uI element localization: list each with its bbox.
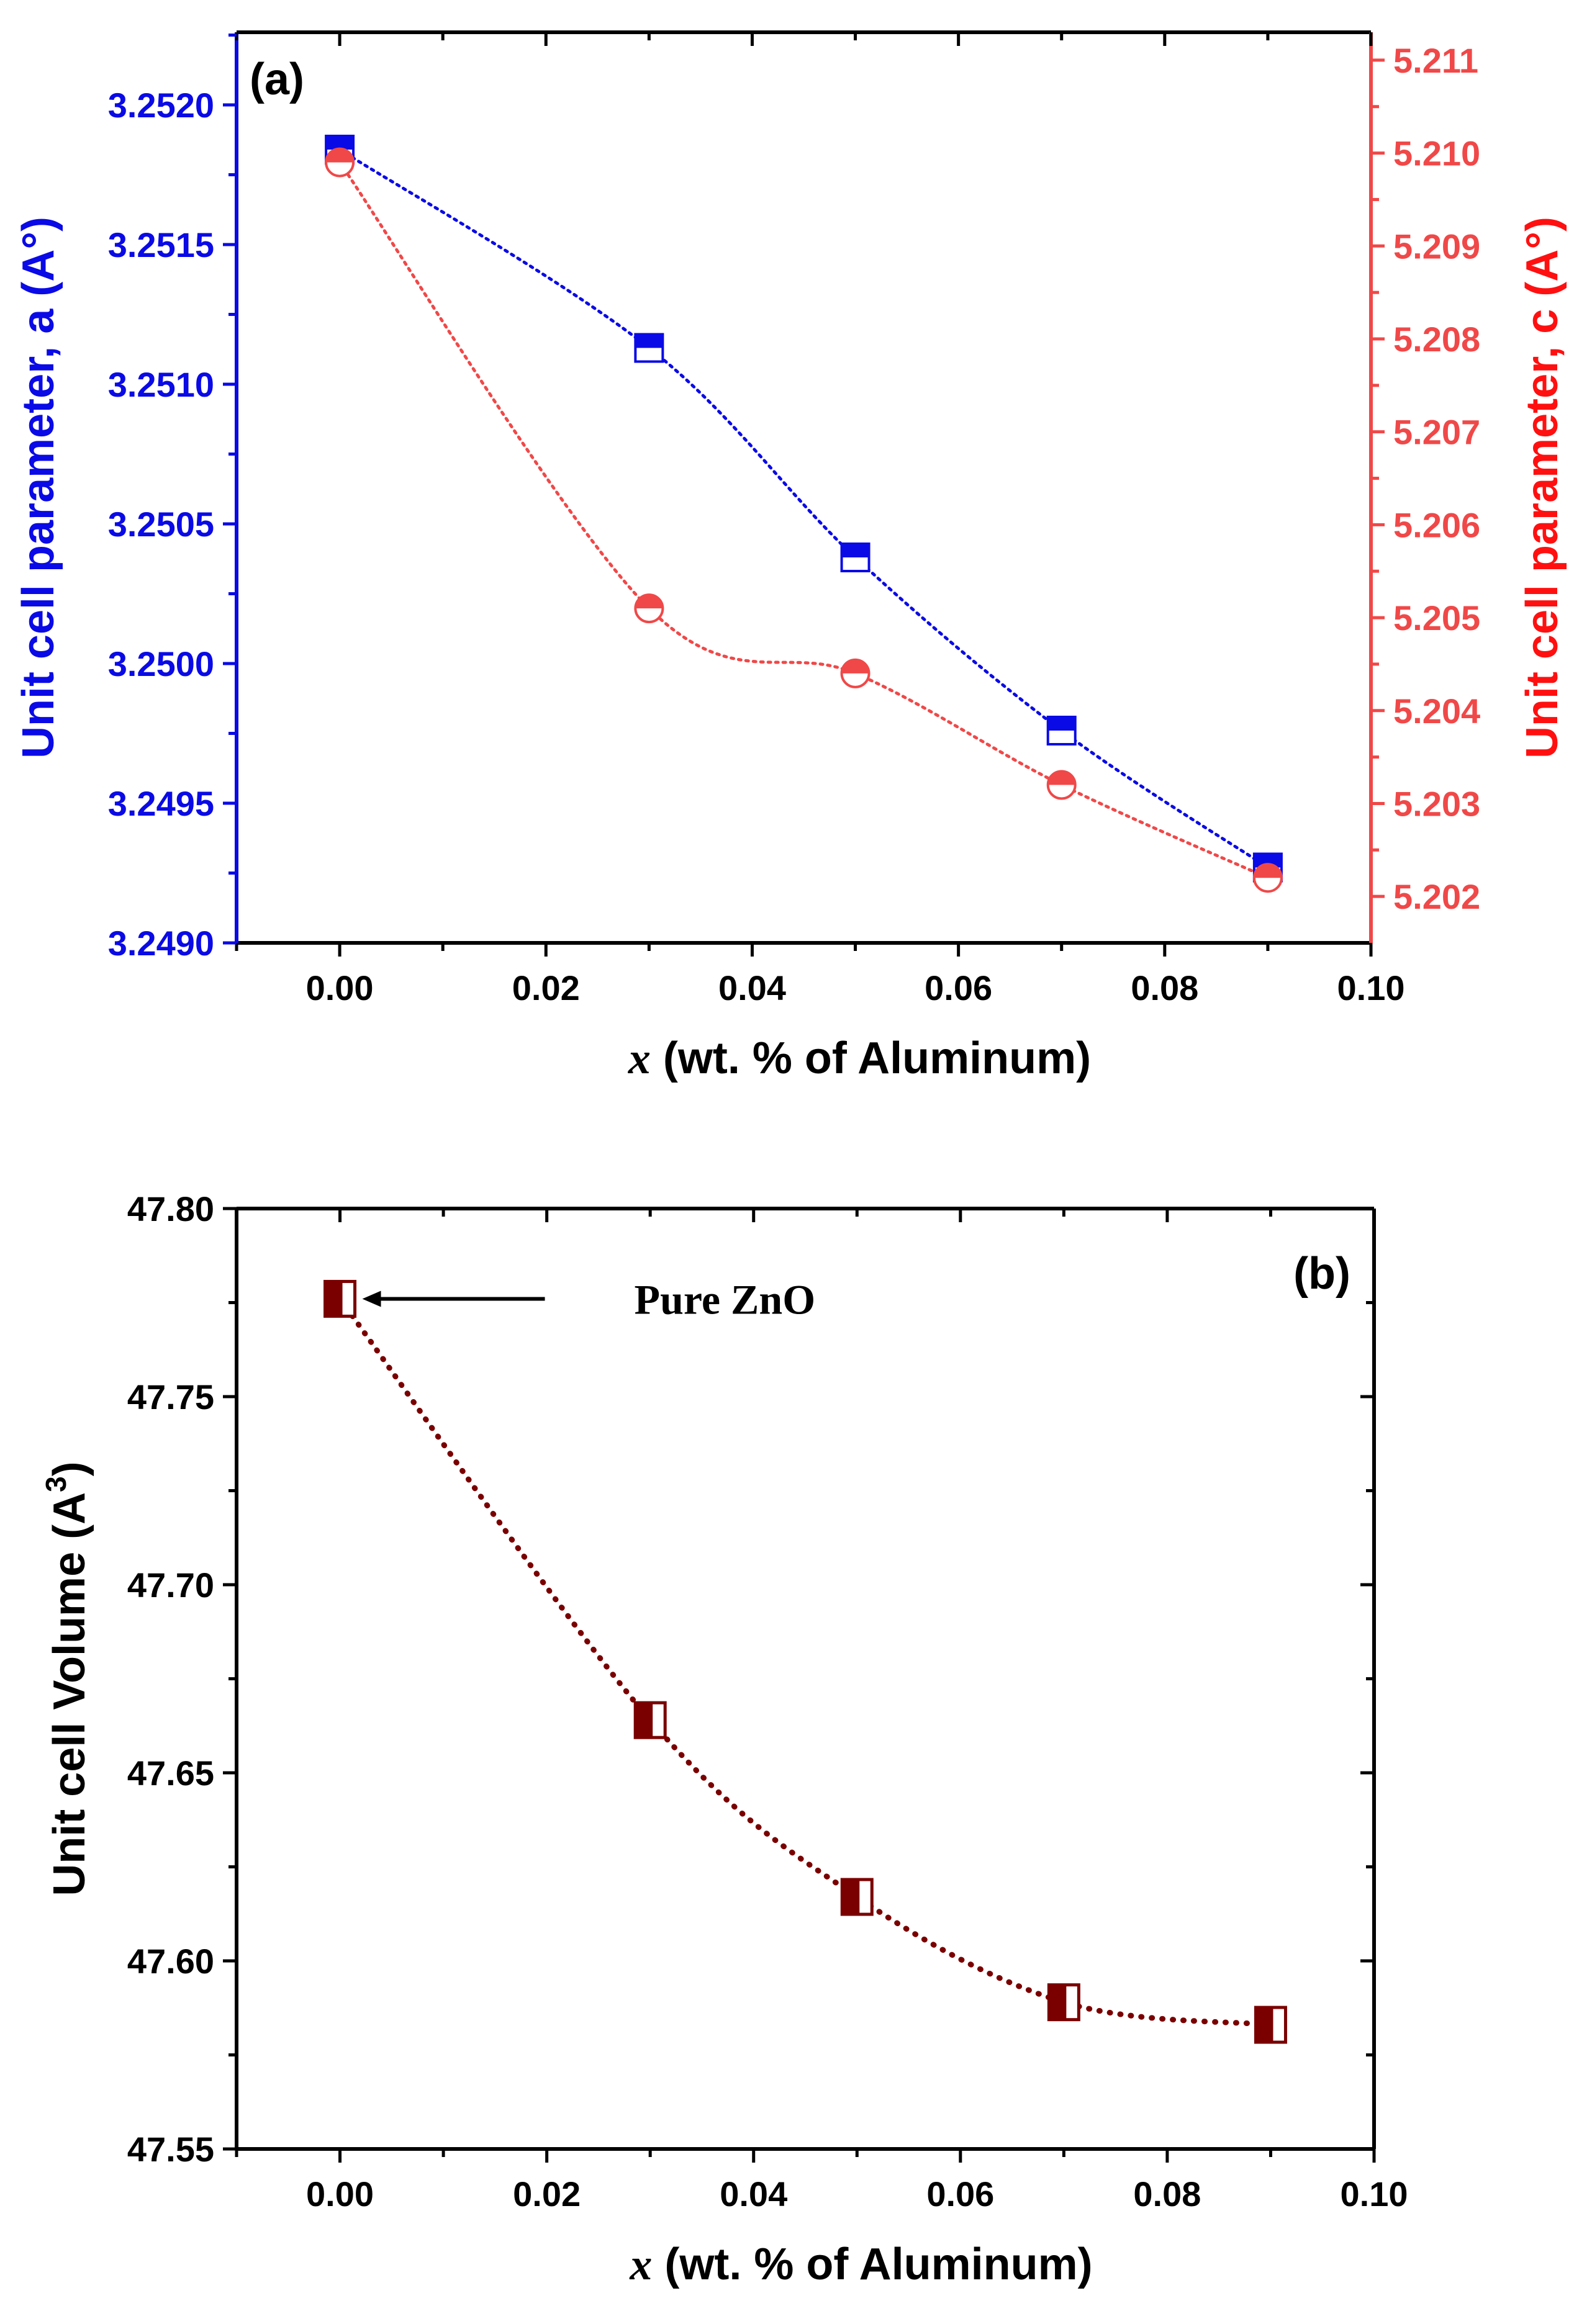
annotation-arrow-head <box>362 1290 381 1307</box>
y-axis-label-text: Unit cell Volume (A <box>45 1492 94 1896</box>
y-tick-label: 47.75 <box>127 1377 214 1416</box>
x-tick-label: 0.10 <box>1341 2174 1408 2214</box>
data-point-a <box>840 543 871 572</box>
marker-fill <box>1047 717 1075 731</box>
data-point-Volume <box>1047 1983 1080 2022</box>
series-line-Volume <box>337 1295 1273 2028</box>
y-tick-label: 3.2500 <box>108 644 214 683</box>
y-tick-label: 47.70 <box>127 1565 214 1605</box>
y-axis-label: Unit cell parameter, a (A°) <box>14 217 63 759</box>
panel-label: (b) <box>1293 1249 1350 1299</box>
data-point-Volume <box>1254 2006 1287 2044</box>
data-point-c <box>1252 863 1283 893</box>
x-tick-label: 0.00 <box>306 968 374 1007</box>
y2-tick-label: 5.207 <box>1393 413 1480 452</box>
marker-fill <box>841 544 869 557</box>
y-axis-label-superscript: 3 <box>40 1476 72 1492</box>
marker-fill <box>841 659 869 673</box>
y2-tick-label: 5.206 <box>1393 505 1480 544</box>
y-tick-label: 3.2515 <box>108 225 214 264</box>
y-tick-label: 3.2505 <box>108 505 214 544</box>
y2-tick-label: 5.205 <box>1393 598 1480 637</box>
annotation-label: Pure ZnO <box>635 1276 816 1323</box>
marker-fill <box>842 1879 860 1914</box>
x-axis-label-text: (wt. % of Aluminum) <box>652 2240 1092 2289</box>
y2-tick-label: 5.211 <box>1393 41 1478 80</box>
y-axis-label-end: ) <box>45 1461 94 1476</box>
panel-a: 0.00 0.02 0.04 0.06 0.08 0.10 3.2490 3.2495 3.25… <box>14 30 1567 1083</box>
marker-fill <box>326 148 354 163</box>
x-tick-label: 0.02 <box>513 2174 581 2214</box>
x-axis-label: x (wt. % of Aluminum) <box>628 1034 1091 1083</box>
panel-label: (a) <box>250 55 304 104</box>
marker-fill <box>1254 853 1282 868</box>
marker-fill <box>1255 2007 1273 2043</box>
y-tick-label: 3.2520 <box>108 86 214 125</box>
x-tick-label: 0.00 <box>306 2174 374 2214</box>
data-point-Volume <box>633 1701 667 1739</box>
x-tick-label: 0.10 <box>1337 968 1405 1007</box>
marker-fill <box>635 595 663 609</box>
y-tick-label: 3.2495 <box>108 784 214 823</box>
y2-tick-label: 5.204 <box>1393 691 1480 731</box>
x-axis-label-variable: x <box>628 1034 651 1083</box>
series-line-a <box>338 148 1270 869</box>
y2-tick-label: 5.210 <box>1393 134 1480 173</box>
data-point-c <box>634 593 664 624</box>
marker-fill <box>1254 864 1282 878</box>
data-point-Volume <box>840 1878 874 1916</box>
y-tick-label: 47.55 <box>127 2130 214 2169</box>
series-line-c <box>338 161 1270 880</box>
x-tick-label: 0.06 <box>926 2174 994 2214</box>
y-tick-label: 47.60 <box>127 1942 214 1981</box>
x-tick-label: 0.06 <box>925 968 992 1007</box>
marker-fill <box>1047 771 1075 785</box>
x-tick-label: 0.04 <box>720 2174 787 2214</box>
x-tick-label: 0.08 <box>1133 2174 1201 2214</box>
data-point-c <box>840 658 871 688</box>
y-tick-label: 3.2510 <box>108 365 214 404</box>
marker-fill <box>325 1281 343 1317</box>
y-tick-label: 47.65 <box>127 1754 214 1793</box>
marker-fill <box>635 1703 653 1738</box>
y-axis-label: Unit cell Volume (A3) <box>40 1461 94 1896</box>
x-tick-label: 0.04 <box>718 968 786 1007</box>
data-point-Volume <box>323 1279 357 1318</box>
x-axis-label-text: (wt. % of Aluminum) <box>651 1034 1091 1083</box>
y2-tick-label: 5.202 <box>1393 877 1480 916</box>
marker-fill <box>326 136 354 150</box>
x-axis-label-variable: x <box>629 2240 652 2289</box>
y-tick-label: 47.80 <box>127 1189 214 1228</box>
data-point-c <box>325 147 355 178</box>
x-axis-label: x (wt. % of Aluminum) <box>629 2240 1092 2289</box>
data-point-a <box>1046 716 1077 745</box>
data-point-c <box>1046 770 1077 800</box>
y2-axis-label: Unit cell parameter, c (A°) <box>1517 217 1567 759</box>
panel-b: 0.00 0.02 0.04 0.06 0.08 0.10 47.55 47.60 47.65 4… <box>40 1189 1408 2289</box>
y2-tick-label: 5.209 <box>1393 227 1480 266</box>
marker-fill <box>1049 1984 1067 2020</box>
y2-tick-label: 5.203 <box>1393 784 1480 823</box>
marker-fill <box>635 334 663 348</box>
y-tick-label: 3.2490 <box>108 924 214 963</box>
y2-tick-label: 5.208 <box>1393 320 1480 359</box>
x-tick-label: 0.08 <box>1131 968 1198 1007</box>
x-tick-label: 0.02 <box>512 968 580 1007</box>
y-axis-label-text: Unit cell parameter, a (A°) <box>14 217 63 759</box>
data-point-a <box>634 333 664 363</box>
